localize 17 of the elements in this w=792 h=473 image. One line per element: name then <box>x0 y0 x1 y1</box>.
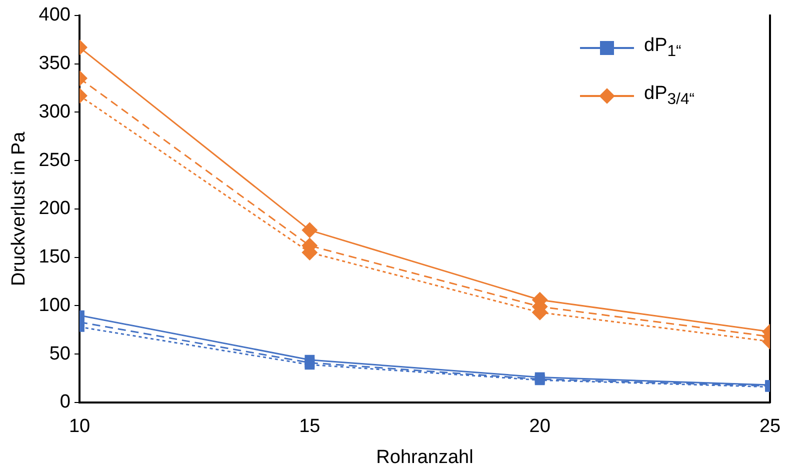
x-tick-label: 20 <box>529 416 550 438</box>
x-axis-title: Rohranzahl <box>376 446 474 468</box>
y-tick-label: 100 <box>38 294 70 316</box>
x-tick-label: 10 <box>68 416 90 438</box>
y-tick-label: 200 <box>38 198 70 220</box>
legend-label: dP$_{1“}$ <box>644 35 682 62</box>
y-tick-label: 150 <box>38 246 70 268</box>
y-tick-label: 400 <box>38 4 70 26</box>
y-tick-label: 300 <box>38 101 70 122</box>
legend-label: dP$_{3/4“}$ <box>644 83 695 110</box>
x-tick-label: 25 <box>759 416 781 438</box>
y-tick-label: 0 <box>60 392 70 413</box>
y-axis-title: Druckverlust in Pa <box>8 131 30 286</box>
x-tick-label: 15 <box>299 416 320 438</box>
y-tick-label: 50 <box>49 343 70 364</box>
y-tick-label: 350 <box>38 53 70 74</box>
y-tick-label: 250 <box>38 150 70 171</box>
